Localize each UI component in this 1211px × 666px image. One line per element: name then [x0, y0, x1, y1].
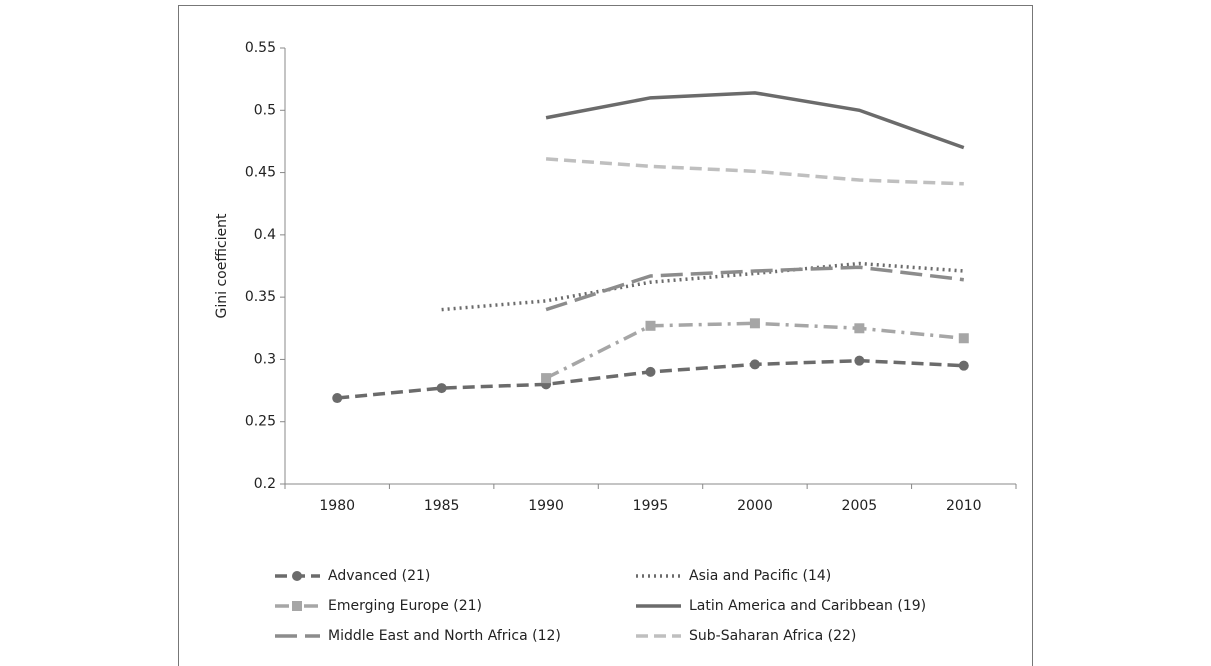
series-line: [441, 261, 964, 312]
point-marker: [749, 318, 760, 329]
point-marker: [436, 383, 447, 394]
x-tick-label: 1980: [319, 498, 355, 514]
legend-marker: [292, 601, 302, 611]
x-tick-label: 2000: [737, 498, 773, 514]
point-marker: [541, 373, 552, 384]
x-tick-label: 1995: [633, 498, 669, 514]
point-marker: [958, 360, 969, 371]
point-marker: [749, 359, 760, 370]
y-tick-label: 0.35: [245, 289, 276, 305]
legend-marker: [292, 571, 302, 581]
series-line: [337, 358, 964, 400]
point-marker: [854, 355, 865, 366]
series-line: [545, 321, 964, 380]
legend-label: Latin America and Caribbean (19): [689, 598, 926, 614]
series-line: [545, 157, 964, 186]
legend-label: Emerging Europe (21): [328, 598, 482, 614]
legend-label: Advanced (21): [328, 568, 430, 584]
legend-label: Asia and Pacific (14): [689, 568, 831, 584]
frame: [178, 5, 1033, 666]
series-line: [545, 91, 965, 150]
x-tick-label: 2005: [842, 498, 878, 514]
y-tick-label: 0.3: [254, 351, 276, 367]
series-line: [545, 265, 964, 312]
y-tick-label: 0.4: [254, 227, 276, 243]
point-marker: [854, 323, 865, 334]
point-marker: [645, 366, 656, 377]
y-tick-label: 0.55: [245, 40, 276, 56]
legend-label: Sub-Saharan Africa (22): [689, 628, 856, 644]
point-marker: [958, 333, 969, 344]
y-tick-label: 0.5: [254, 102, 276, 118]
y-tick-label: 0.45: [245, 165, 276, 181]
legend-label: Middle East and North Africa (12): [328, 628, 561, 644]
x-tick-label: 1985: [424, 498, 460, 514]
y-tick-label: 0.25: [245, 414, 276, 430]
point-marker: [332, 393, 343, 404]
y-axis-label: Gini coefficient: [214, 213, 230, 318]
y-tick-label: 0.2: [254, 476, 276, 492]
point-marker: [645, 320, 656, 331]
x-tick-label: 1990: [528, 498, 564, 514]
x-tick-label: 2010: [946, 498, 982, 514]
